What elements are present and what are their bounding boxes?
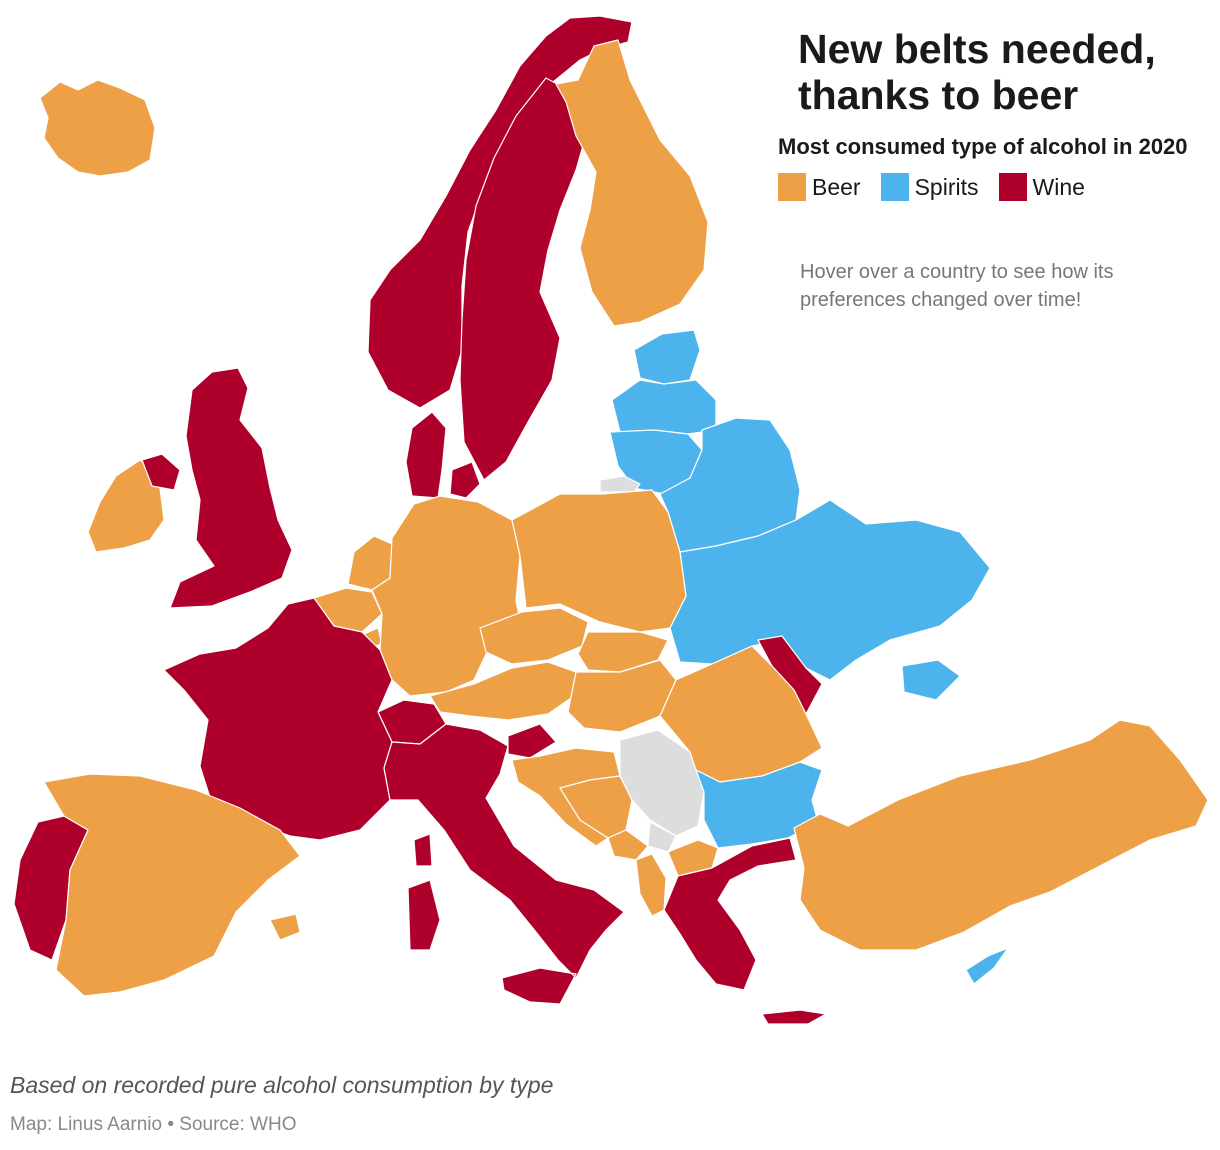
country-kaliningrad[interactable]: Russia (Kaliningrad) [599,475,641,493]
country-sweden[interactable]: Sweden [459,77,589,481]
country-cyprus[interactable]: Cyprus [965,947,1009,985]
country-albania[interactable]: Albania [635,853,667,917]
legend-item-wine: Wine [998,173,1085,201]
footnote: Based on recorded pure alcohol consumpti… [10,1072,554,1098]
legend-swatch-wine [998,173,1027,201]
legend-label-wine: Wine [1032,173,1085,200]
country-greece[interactable]: Greece [663,837,827,1025]
legend-label-spirits: Spirits [914,173,979,200]
legend-label-beer: Beer [812,173,861,200]
country-poland[interactable]: Poland [511,489,687,633]
country-spain[interactable]: Spain [43,773,301,997]
country-ukraine[interactable]: Ukraine [669,499,991,701]
legend-item-beer: Beer [778,173,861,201]
country-uk[interactable]: United Kingdom [141,367,293,609]
country-germany[interactable]: Germany [371,495,523,697]
country-hungary[interactable]: Hungary [567,659,677,733]
country-estonia[interactable]: Estonia [633,329,701,385]
legend-items: Beer Spirits Wine [778,173,1198,201]
credit-line: Map: Linus Aarnio • Source: WHO [10,1114,297,1135]
country-bosnia[interactable]: Bosnia and Herzegovina [559,775,633,839]
country-montenegro[interactable]: Montenegro [607,829,649,861]
country-finland[interactable]: Finland [555,39,709,327]
country-north-macedonia[interactable]: North Macedonia [667,839,719,877]
country-romania[interactable]: Romania [659,645,823,783]
country-serbia[interactable]: Serbia [619,729,705,837]
legend-title: Most consumed type of alcohol in 2020 [778,134,1188,159]
country-slovenia[interactable]: Slovenia [507,723,557,759]
legend-swatch-spirits [880,173,909,201]
country-iceland[interactable]: Iceland [39,79,156,177]
legend-swatch-beer [778,173,806,201]
country-turkey[interactable]: Turkey [793,719,1209,951]
country-denmark[interactable]: Denmark [405,411,481,499]
map-title: New belts needed, thanks to beer [798,26,1156,118]
country-france[interactable]: France [163,597,393,841]
country-italy[interactable]: Italy [383,723,625,1005]
hover-hint: Hover over a country to see how its pref… [800,261,1114,311]
legend: Most consumed type of alcohol in 2020 Be… [778,132,1198,201]
legend-item-spirits: Spirits [880,173,979,201]
country-latvia[interactable]: Latvia [611,379,717,435]
